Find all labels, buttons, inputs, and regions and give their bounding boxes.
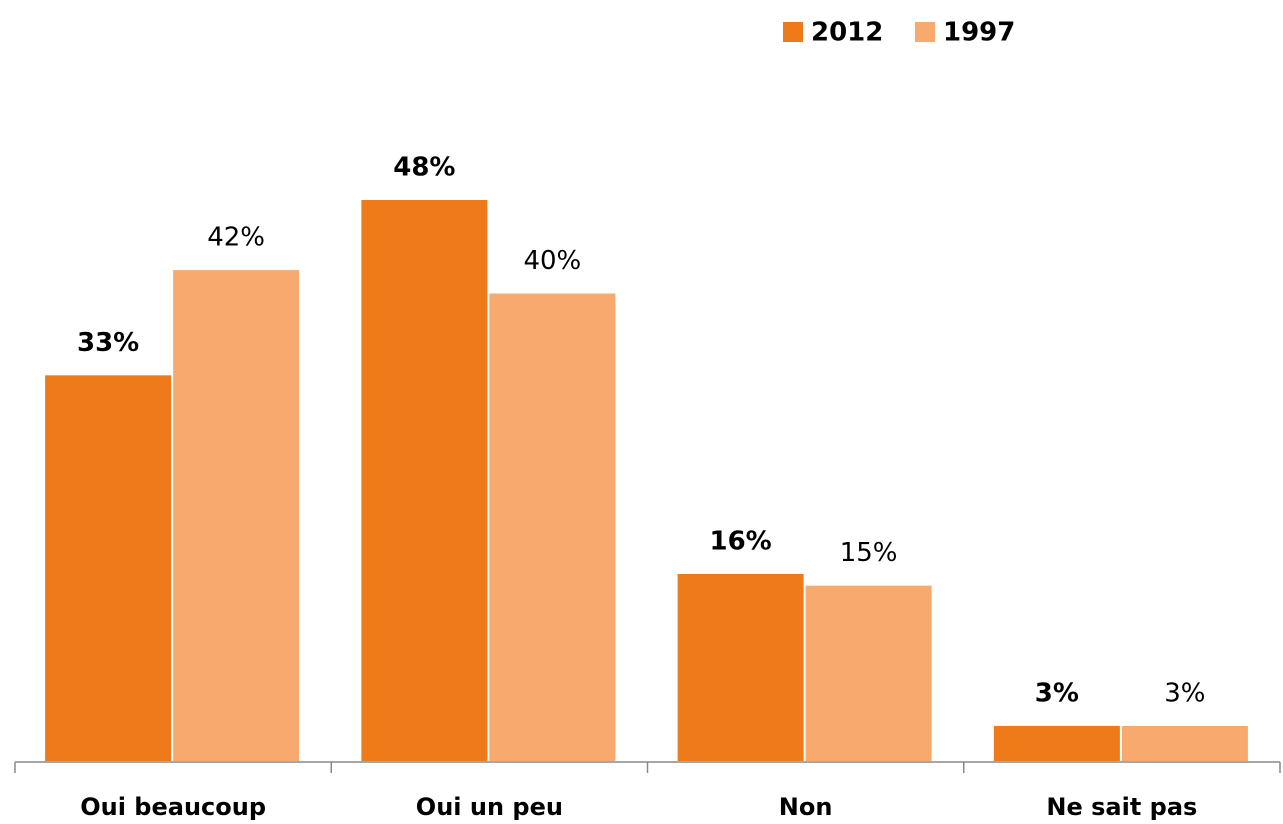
data-label: 15%: [840, 538, 898, 568]
bar: [45, 375, 172, 761]
data-label: 33%: [77, 328, 139, 358]
data-label: 3%: [1035, 678, 1079, 708]
legend-label: 1997: [943, 18, 1015, 48]
data-label: 3%: [1164, 678, 1205, 708]
x-tick-label: Oui beaucoup: [80, 793, 266, 821]
data-label: 42%: [207, 223, 265, 253]
x-tick-label: Ne sait pas: [1046, 793, 1197, 821]
legend-swatch: [783, 22, 803, 42]
bar: [993, 725, 1120, 761]
bar: [489, 293, 616, 761]
bar: [677, 574, 804, 761]
legend-swatch: [915, 22, 935, 42]
bar: [805, 585, 932, 761]
legend-label: 2012: [811, 18, 883, 48]
bar: [173, 270, 300, 761]
bar: [361, 200, 488, 761]
bar: [1121, 725, 1248, 761]
data-label: 40%: [523, 246, 581, 276]
data-label: 16%: [710, 527, 772, 557]
x-tick-label: Oui un peu: [416, 793, 563, 821]
x-tick-label: Non: [779, 793, 833, 821]
data-label: 48%: [393, 153, 455, 183]
